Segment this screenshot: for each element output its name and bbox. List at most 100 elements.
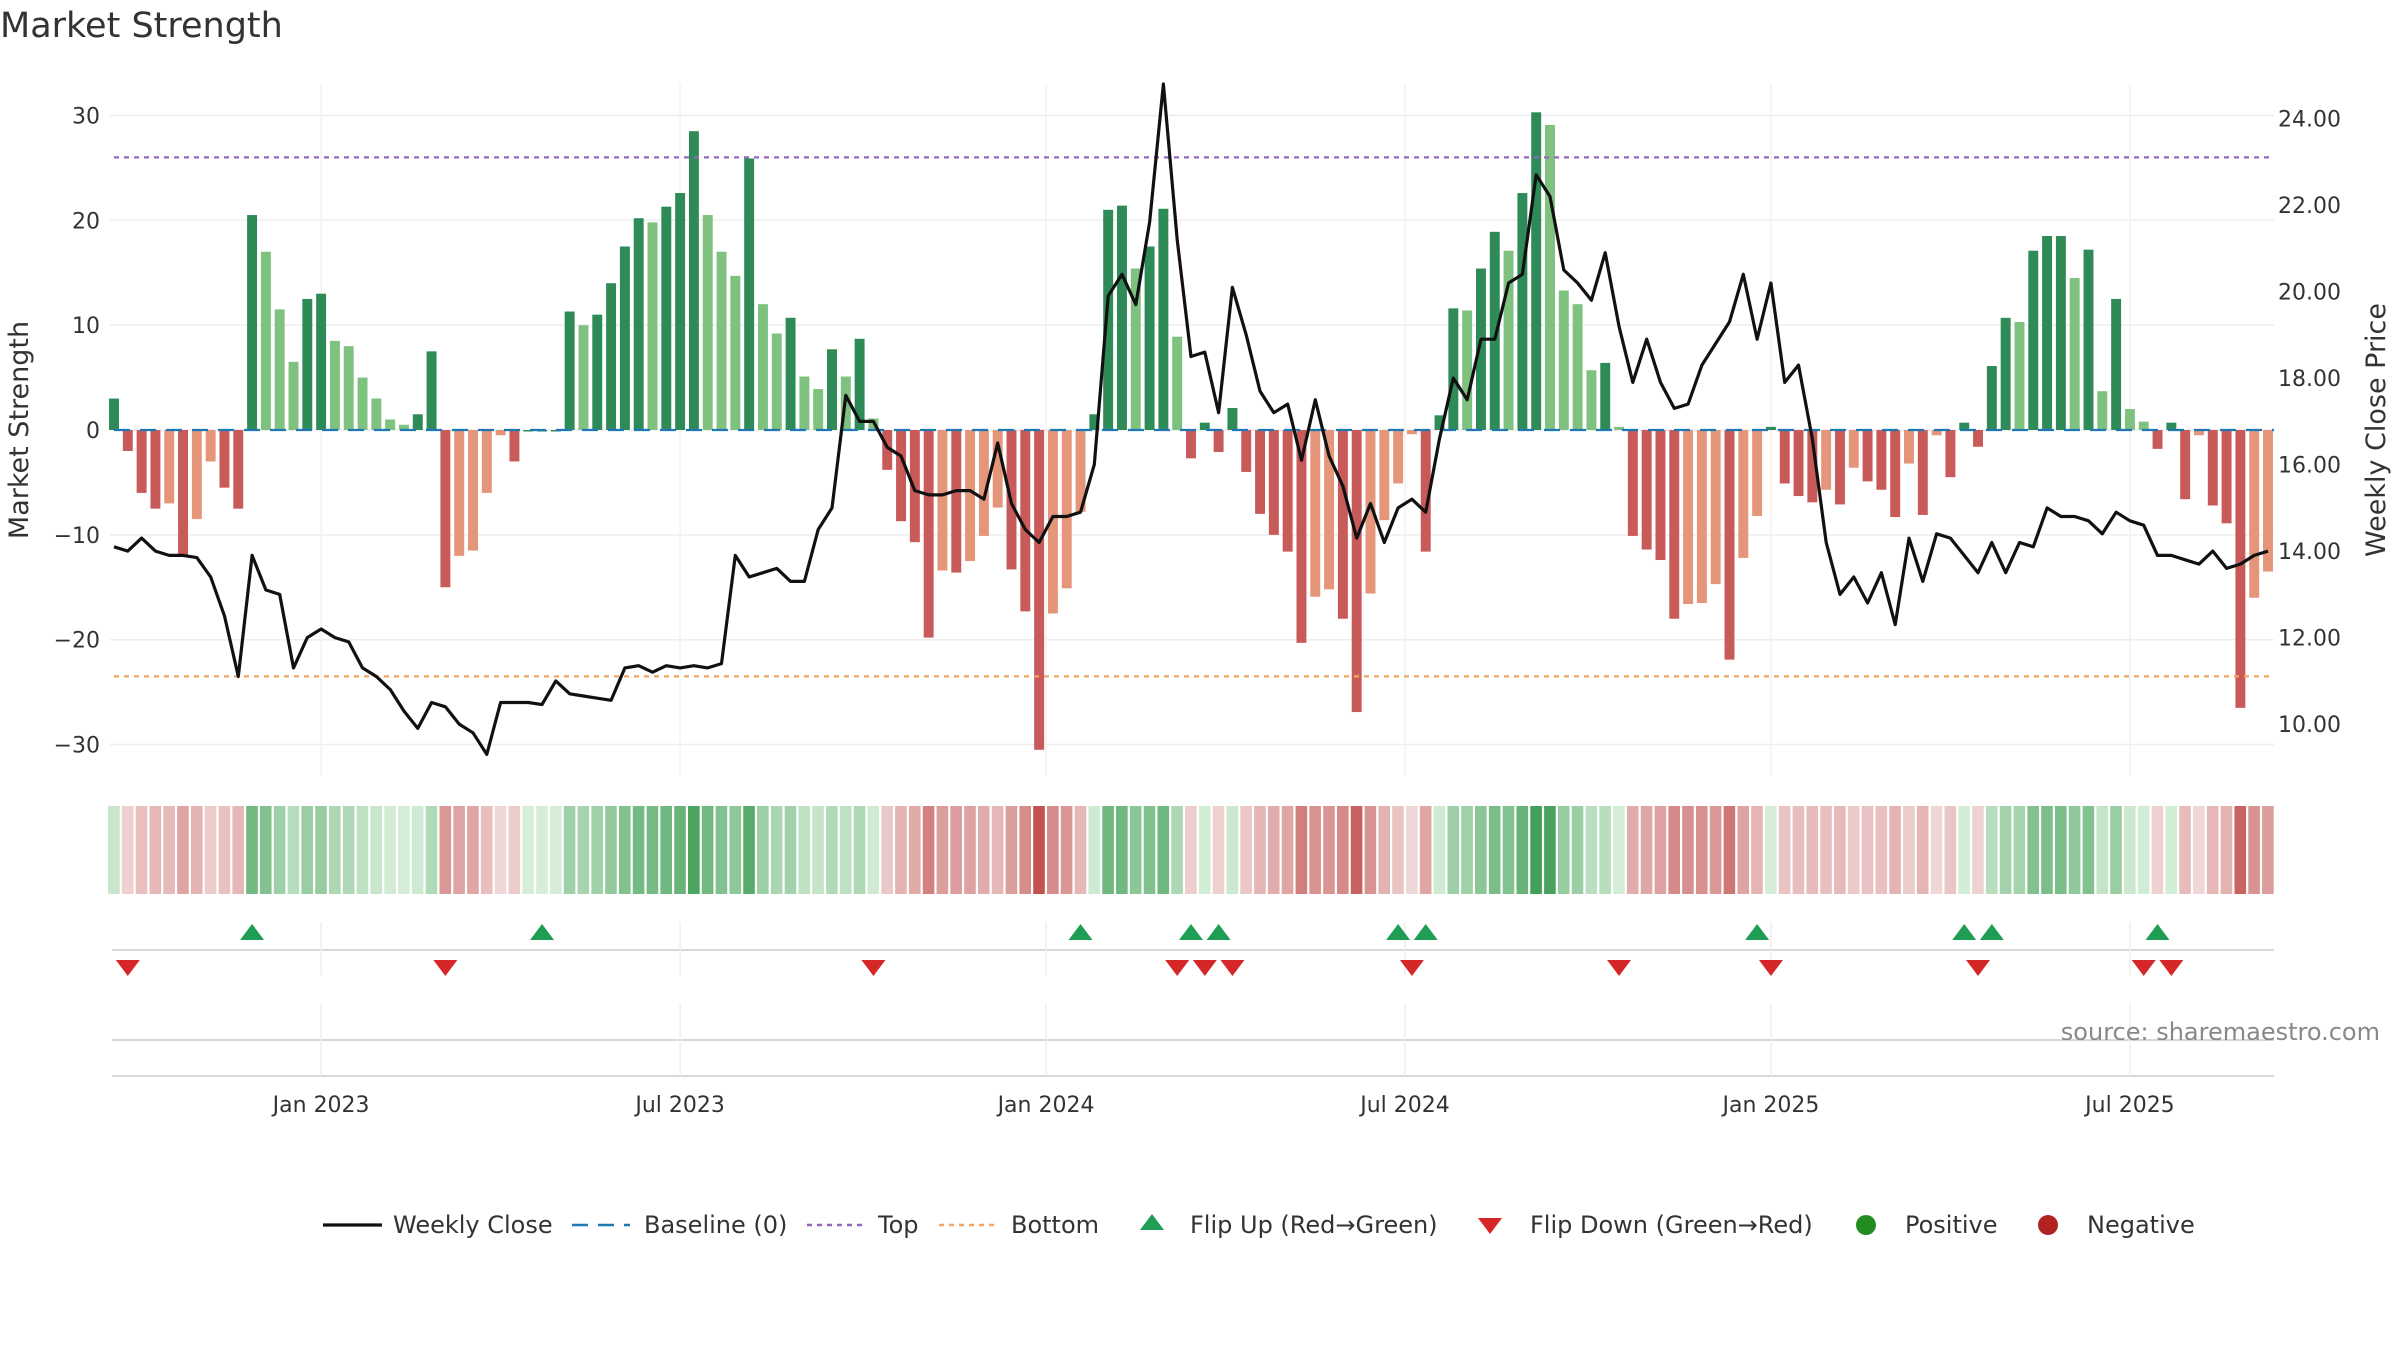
heat-cell bbox=[1033, 806, 1045, 894]
strength-bar bbox=[1904, 430, 1914, 464]
strength-bar bbox=[1282, 430, 1293, 552]
legend-negative-swatch bbox=[2038, 1215, 2058, 1235]
heat-cell bbox=[549, 806, 562, 894]
strength-bar bbox=[647, 222, 658, 430]
heat-cell bbox=[1544, 806, 1556, 894]
heat-cell bbox=[688, 806, 700, 894]
legend-top: Top bbox=[877, 1211, 919, 1239]
strength-bar bbox=[1931, 430, 1942, 436]
strength-bar bbox=[2180, 430, 2191, 500]
x-tick-label: Jan 2025 bbox=[1720, 1093, 1819, 1118]
heat-cell bbox=[1834, 806, 1846, 894]
left-tick-label: −20 bbox=[54, 629, 100, 654]
strength-heat-strip bbox=[108, 806, 2274, 894]
heat-cell bbox=[632, 806, 645, 894]
flip-down-marker bbox=[1607, 960, 1632, 976]
strength-bar bbox=[730, 275, 741, 430]
heat-cell bbox=[384, 806, 396, 894]
strength-bar bbox=[2000, 317, 2011, 430]
heat-cell bbox=[1530, 806, 1542, 894]
heat-cell bbox=[563, 806, 576, 894]
chart-title: Market Strength bbox=[0, 6, 283, 46]
heat-cell bbox=[1668, 806, 1680, 894]
flip-up-marker bbox=[1413, 924, 1438, 940]
legend-negative: Negative bbox=[2087, 1211, 2195, 1239]
heat-cell bbox=[273, 806, 286, 894]
x-tick-label: Jan 2024 bbox=[996, 1093, 1095, 1118]
strength-bar bbox=[523, 430, 534, 432]
legend-bottom: Bottom bbox=[1011, 1211, 1099, 1239]
heat-cell bbox=[618, 806, 631, 894]
heat-cell bbox=[646, 806, 659, 894]
flip-up-marker bbox=[1206, 924, 1231, 940]
heat-cell bbox=[1364, 806, 1377, 894]
strength-bar bbox=[1655, 430, 1666, 561]
strength-bar bbox=[1600, 362, 1611, 430]
heat-cell bbox=[1005, 806, 1018, 894]
heat-cell bbox=[826, 806, 838, 894]
strength-bar bbox=[1365, 430, 1376, 594]
strength-bar bbox=[1172, 336, 1183, 430]
heat-cell bbox=[453, 806, 465, 894]
strength-bar bbox=[923, 430, 934, 638]
heat-cell bbox=[2082, 806, 2095, 894]
strength-bar bbox=[951, 430, 962, 573]
heat-cell bbox=[1157, 806, 1170, 894]
strength-bar bbox=[1351, 430, 1362, 713]
left-tick-label: 10 bbox=[72, 314, 100, 339]
strength-bar bbox=[1448, 308, 1459, 430]
heat-cell bbox=[1613, 806, 1625, 894]
strength-bar bbox=[1034, 430, 1045, 750]
heat-cell bbox=[1516, 806, 1529, 894]
strength-bar bbox=[1917, 430, 1928, 515]
heat-cell bbox=[605, 806, 617, 894]
strength-bar bbox=[481, 430, 492, 493]
heat-cell bbox=[1682, 806, 1694, 894]
strength-bar bbox=[827, 349, 837, 430]
strength-bar bbox=[744, 158, 755, 430]
strength-bar bbox=[1641, 430, 1652, 550]
strength-bar bbox=[1393, 430, 1404, 484]
heat-cell bbox=[991, 806, 1004, 894]
heat-cell bbox=[729, 806, 742, 894]
strength-bar bbox=[398, 424, 409, 430]
heat-cell bbox=[425, 806, 438, 894]
strength-bar bbox=[1227, 407, 1238, 430]
heat-cell bbox=[2137, 806, 2150, 894]
x-tick-label: Jul 2024 bbox=[1358, 1093, 1450, 1118]
strength-bar bbox=[274, 309, 285, 430]
heat-cell bbox=[839, 806, 852, 894]
legend-flip-up: Flip Up (Red→Green) bbox=[1190, 1211, 1438, 1239]
heat-cell bbox=[1723, 806, 1736, 894]
strength-bar bbox=[1876, 430, 1887, 490]
heat-cell bbox=[1999, 806, 2012, 894]
strength-bar bbox=[191, 430, 202, 520]
strength-bar bbox=[619, 246, 630, 430]
right-tick-label: 18.00 bbox=[2278, 367, 2341, 392]
heat-cell bbox=[867, 806, 880, 894]
heat-cell bbox=[1336, 806, 1349, 894]
flip-down-marker bbox=[1399, 960, 1424, 976]
strength-bar bbox=[247, 215, 258, 430]
flip-down-marker bbox=[1220, 960, 1245, 976]
strength-bar bbox=[1489, 231, 1500, 430]
strength-bar bbox=[2069, 277, 2080, 430]
heat-cell bbox=[2165, 806, 2178, 894]
strength-bar bbox=[178, 430, 189, 556]
heat-cell bbox=[1143, 806, 1156, 894]
heat-cell bbox=[1295, 806, 1308, 894]
heat-cell bbox=[315, 806, 327, 894]
strength-bar bbox=[1268, 430, 1279, 535]
strength-bar bbox=[1434, 415, 1445, 430]
heat-cell bbox=[743, 806, 755, 894]
heat-cell bbox=[2054, 806, 2067, 894]
flip-up-marker bbox=[530, 924, 555, 940]
strength-bar bbox=[440, 430, 451, 588]
heat-cell bbox=[591, 806, 603, 894]
heat-cell bbox=[1875, 806, 1888, 894]
heat-cell bbox=[2110, 806, 2122, 894]
heat-cell bbox=[2124, 806, 2136, 894]
heat-cell bbox=[494, 806, 507, 894]
strength-bar bbox=[606, 283, 617, 430]
strength-bar bbox=[1724, 430, 1735, 660]
